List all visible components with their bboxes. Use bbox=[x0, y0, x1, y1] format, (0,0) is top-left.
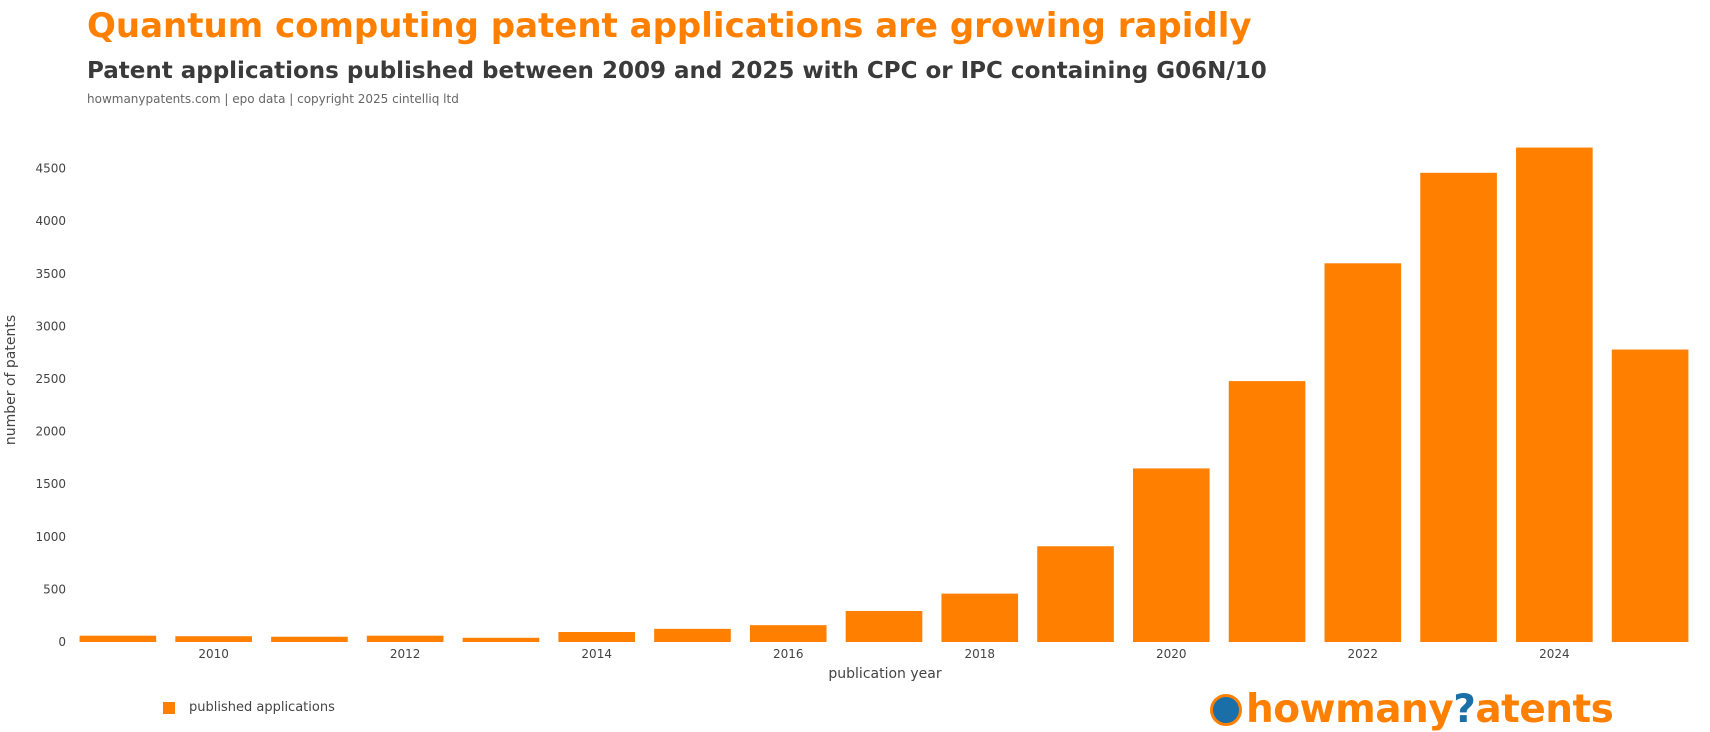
bar-2013[interactable] bbox=[463, 638, 540, 642]
bar-2022[interactable] bbox=[1325, 263, 1402, 642]
y-tick-label: 4500 bbox=[35, 162, 66, 176]
legend-label: published applications bbox=[189, 700, 335, 715]
bar-series bbox=[80, 148, 1689, 642]
bar-2025[interactable] bbox=[1612, 350, 1689, 642]
y-tick-label: 4000 bbox=[35, 214, 66, 228]
bar-2023[interactable] bbox=[1420, 173, 1497, 642]
bar-2016[interactable] bbox=[750, 625, 827, 642]
bar-chart: 0 500 1000 1500 2000 2500 3000 3500 4000 4500 201… bbox=[0, 0, 1710, 730]
x-tick-label: 2012 bbox=[390, 647, 421, 661]
bar-2011[interactable] bbox=[271, 637, 348, 642]
x-tick-label: 2022 bbox=[1348, 647, 1379, 661]
globe-icon bbox=[1210, 694, 1242, 726]
bar-2014[interactable] bbox=[558, 632, 635, 642]
logo-text: howmany?atents bbox=[1246, 687, 1613, 732]
bar-2020[interactable] bbox=[1133, 468, 1210, 642]
x-tick-label: 2024 bbox=[1539, 647, 1570, 661]
bar-2015[interactable] bbox=[654, 629, 731, 642]
bar-2017[interactable] bbox=[846, 611, 923, 642]
y-tick-label: 2500 bbox=[35, 372, 66, 386]
legend[interactable]: published applications bbox=[163, 700, 335, 715]
y-tick-label: 3500 bbox=[35, 267, 66, 281]
y-axis-label: number of patents bbox=[3, 315, 19, 445]
x-tick-label: 2014 bbox=[581, 647, 612, 661]
y-tick-label: 3000 bbox=[35, 319, 66, 333]
bar-2024[interactable] bbox=[1516, 148, 1593, 642]
x-axis: 2010 2012 2014 2016 2018 2020 2022 2024 bbox=[198, 647, 1569, 661]
y-axis: 0 500 1000 1500 2000 2500 3000 3500 4000 4500 bbox=[35, 162, 66, 649]
y-tick-label: 1000 bbox=[35, 530, 66, 544]
bar-2019[interactable] bbox=[1037, 546, 1114, 642]
y-tick-label: 1500 bbox=[35, 477, 66, 491]
bar-2021[interactable] bbox=[1229, 381, 1306, 642]
x-tick-label: 2010 bbox=[198, 647, 229, 661]
x-tick-label: 2020 bbox=[1156, 647, 1187, 661]
howmanypatents-logo: howmany?atents bbox=[1210, 687, 1613, 732]
y-tick-label: 500 bbox=[43, 582, 66, 596]
bar-2012[interactable] bbox=[367, 636, 444, 642]
legend-swatch bbox=[163, 702, 175, 714]
x-axis-label: publication year bbox=[828, 666, 941, 682]
x-tick-label: 2016 bbox=[773, 647, 804, 661]
bar-2010[interactable] bbox=[175, 636, 252, 642]
bar-2018[interactable] bbox=[941, 594, 1018, 642]
bar-2009[interactable] bbox=[80, 636, 157, 642]
x-tick-label: 2018 bbox=[964, 647, 995, 661]
y-tick-label: 0 bbox=[58, 635, 66, 649]
y-tick-label: 2000 bbox=[35, 425, 66, 439]
